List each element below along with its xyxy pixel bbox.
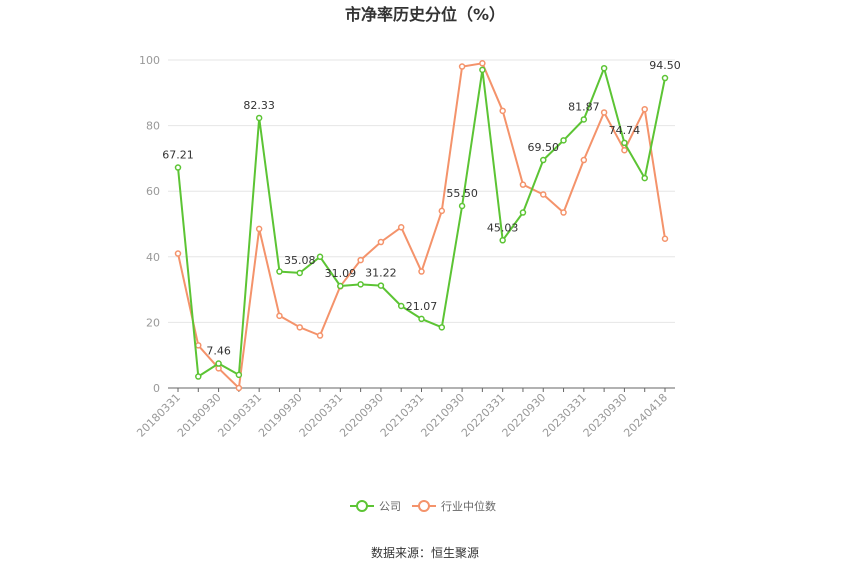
series-0-point-2 [215, 360, 222, 367]
series-1-point-1 [195, 342, 202, 349]
series-1-point-14 [458, 63, 466, 70]
series-1-point-3 [235, 384, 243, 392]
series-0-point-8 [337, 282, 344, 290]
series-1-point-7 [316, 332, 324, 339]
series-0-point-0 [174, 164, 182, 171]
series-1-point-16 [499, 107, 506, 115]
series-1-point-21 [600, 109, 608, 116]
series-0-point-14 [458, 202, 466, 210]
series-0-point-23 [641, 174, 648, 182]
series-0-point-9 [357, 281, 364, 288]
y-tick-label-5: 100 [139, 54, 160, 67]
series-0-point-3 [235, 371, 243, 379]
legend-marker-1 [418, 500, 430, 512]
data-label-6: 21.07 [406, 300, 438, 313]
series-0-point-18 [540, 156, 547, 164]
legend-marker-0 [356, 500, 368, 512]
data-label-2: 82.33 [243, 99, 275, 112]
series-0-point-17 [519, 209, 527, 216]
y-tick-label-4: 80 [146, 120, 160, 133]
legend: 公司 行业中位数 [350, 499, 496, 513]
series-1-point-23 [641, 105, 648, 113]
series-0-point-4 [255, 114, 263, 122]
series-1-point-15 [479, 60, 486, 67]
data-label-12: 94.50 [649, 59, 681, 72]
data-label-5: 31.22 [365, 267, 397, 280]
series-0-point-6 [296, 269, 303, 277]
series-1-point-11 [397, 224, 405, 231]
series-0-point-19 [560, 137, 567, 144]
data-label-11: 74.74 [609, 124, 641, 137]
series-0-point-16 [499, 237, 506, 244]
series-1-point-18 [540, 191, 547, 198]
data-label-10: 81.87 [568, 100, 600, 113]
data-label-0: 67.21 [162, 149, 194, 162]
legend-label-1: 行业中位数 [441, 499, 496, 513]
series-1-point-22 [621, 146, 628, 154]
series-0-point-1 [195, 373, 202, 380]
series-0-point-24 [661, 74, 669, 82]
series-1-point-4 [255, 225, 263, 233]
series-0-point-13 [438, 324, 446, 331]
y-tick-label-1: 20 [146, 316, 160, 329]
series-0-point-21 [600, 64, 608, 72]
y-tick-label-0: 0 [153, 382, 160, 395]
series-1-point-24 [661, 235, 669, 243]
series-1-point-12 [418, 268, 425, 275]
series-1-point-13 [438, 207, 446, 215]
data-label-1: 7.46 [206, 345, 231, 358]
series-0-point-20 [580, 116, 588, 123]
data-label-4: 31.09 [325, 267, 357, 280]
series-1-point-6 [296, 324, 303, 331]
series-0-point-15 [479, 66, 486, 74]
data-labels: 67.21 7.46 82.33 35.08 31.09 31.22 21.07 55.50 4… [162, 59, 681, 357]
series-0-point-12 [418, 315, 425, 323]
series-0-point-22 [621, 139, 628, 147]
series-1-point-20 [580, 156, 588, 164]
data-label-9: 69.50 [528, 141, 560, 154]
series-0-point-11 [397, 302, 405, 310]
source-note: 数据来源：恒生聚源 [371, 545, 479, 560]
series-0-point-10 [377, 282, 385, 289]
x-axis: 2018033120180930201903312019093020200331… [134, 387, 675, 440]
series-line-0 [177, 67, 666, 378]
y-tick-label-3: 60 [146, 185, 160, 198]
data-label-3: 35.08 [284, 254, 316, 267]
series-0-point-5 [276, 268, 283, 275]
series-layer [174, 60, 669, 392]
y-axis: 0 20 40 60 80 100 [139, 54, 160, 395]
legend-label-0: 公司 [379, 500, 401, 513]
y-tick-label-2: 40 [146, 251, 160, 264]
series-1-point-0 [174, 250, 182, 257]
data-label-8: 45.03 [487, 221, 519, 234]
series-1-point-9 [357, 256, 364, 264]
series-1-point-17 [519, 181, 527, 188]
data-label-7: 55.50 [446, 187, 478, 200]
series-1-point-19 [560, 209, 567, 216]
series-0-point-7 [316, 253, 324, 261]
series-1-point-10 [377, 238, 385, 246]
x-tick-label-12: 20240418 [621, 391, 670, 440]
chart-title: 市净率历史分位（%） [345, 5, 505, 24]
series-1-point-5 [276, 312, 283, 320]
